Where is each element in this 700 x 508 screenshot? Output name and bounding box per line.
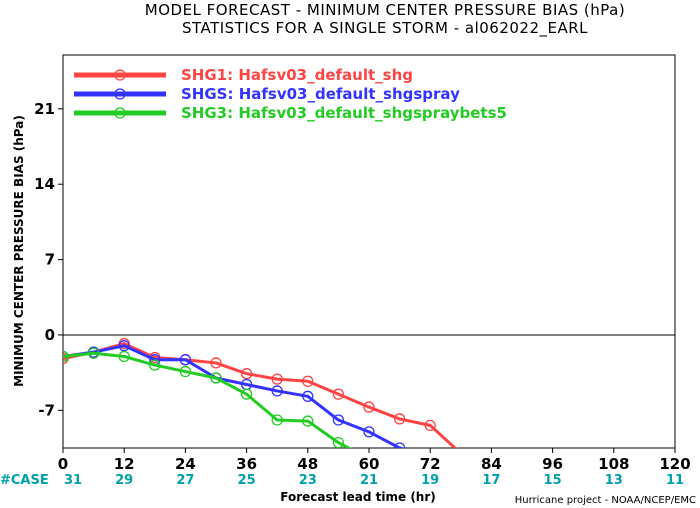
x-axis-label: Forecast lead time (hr) <box>280 490 436 504</box>
data-point <box>332 414 345 426</box>
series-layer <box>63 337 458 448</box>
case-count-row: #CASE 31 29 27 25 23 21 19 17 15 13 11 <box>0 473 684 488</box>
case-count: 29 <box>115 473 133 488</box>
case-count: 23 <box>299 473 317 488</box>
data-point <box>302 375 314 387</box>
credit-text: Hurricane project - NOAA/NCEP/EMC <box>515 495 696 506</box>
series-line <box>63 344 406 448</box>
data-point <box>271 373 283 385</box>
legend-marker <box>114 107 126 119</box>
data-point <box>302 415 314 427</box>
x-tick-label: 60 <box>359 455 380 473</box>
y-axis-label: MINIMUM CENTER PRESSURE BIAS (hPa) <box>12 115 26 387</box>
case-count: 19 <box>421 473 439 488</box>
x-tick-label: 72 <box>420 455 441 473</box>
data-point <box>240 388 253 400</box>
y-tick-label: 0 <box>45 326 55 344</box>
chart-title: MODEL FORECAST - MINIMUM CENTER PRESSURE… <box>145 1 625 19</box>
data-point <box>63 350 69 363</box>
data-point <box>332 388 345 400</box>
x-tick-label: 120 <box>659 455 690 473</box>
y-tick-label: 21 <box>34 100 55 118</box>
x-tick-label: 0 <box>58 455 68 473</box>
legend-marker <box>114 69 126 81</box>
case-count: 11 <box>666 473 684 488</box>
data-point <box>393 413 406 425</box>
x-tick-label: 12 <box>114 455 135 473</box>
case-count: 17 <box>482 473 500 488</box>
case-label: #CASE <box>0 473 49 488</box>
data-point <box>210 372 222 384</box>
x-tick-label: 36 <box>236 455 257 473</box>
x-tick-label: 24 <box>175 455 196 473</box>
data-point <box>240 368 253 380</box>
case-count: 15 <box>544 473 562 488</box>
chart-subtitle: STATISTICS FOR A SINGLE STORM - al062022… <box>182 19 588 38</box>
x-tick-label: 108 <box>598 455 629 473</box>
data-point <box>210 357 222 369</box>
x-tick-label: 48 <box>297 455 318 473</box>
data-point <box>332 436 345 448</box>
data-point <box>87 347 100 359</box>
y-tick-label: 7 <box>45 251 55 269</box>
data-point <box>118 350 130 363</box>
data-point <box>393 442 406 448</box>
y-tick-label: 14 <box>34 175 55 193</box>
x-tick-label: 96 <box>542 455 563 473</box>
series-3 <box>63 347 352 448</box>
x-axis: 0 12 24 36 48 60 72 84 96 108 120 <box>58 448 691 473</box>
data-point <box>363 401 375 413</box>
data-point <box>118 340 130 352</box>
series-line <box>63 351 352 448</box>
case-count: 25 <box>238 473 256 488</box>
y-tick-label: -7 <box>38 401 55 419</box>
data-point <box>179 365 192 378</box>
legend-marker <box>114 88 126 100</box>
case-count: 13 <box>605 473 623 488</box>
data-point <box>149 359 161 371</box>
y-axis: -7 0 7 14 21 <box>34 100 63 419</box>
data-point <box>271 385 283 397</box>
case-count: 21 <box>360 473 378 488</box>
legend-label: SHGS: Hafsv03_default_shgspray <box>181 85 460 103</box>
x-tick-label: 84 <box>481 455 502 473</box>
data-point <box>302 390 314 402</box>
legend-label: SHG3: Hafsv03_default_shgspraybets5 <box>181 104 507 122</box>
data-point <box>271 414 283 426</box>
case-count: 27 <box>176 473 194 488</box>
data-point <box>179 354 192 366</box>
legend-label: SHG1: Hafsv03_default_shg <box>181 66 413 84</box>
case-count: 31 <box>64 473 82 488</box>
series-line <box>63 342 458 448</box>
data-point <box>424 419 436 432</box>
data-point <box>363 426 375 438</box>
